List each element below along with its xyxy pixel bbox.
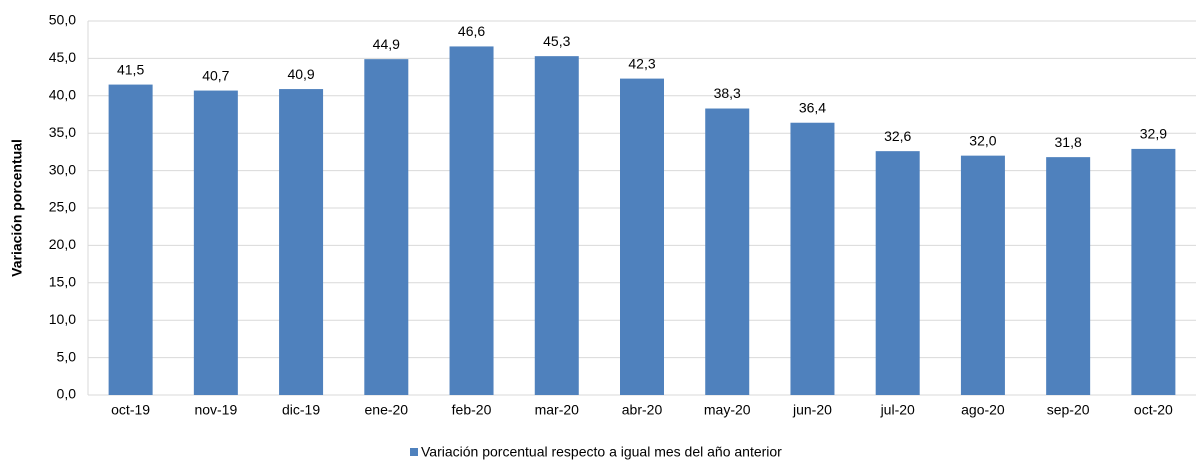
data-label: 41,5 — [117, 61, 144, 77]
y-tick-label: 50,0 — [49, 12, 76, 28]
bar — [705, 108, 750, 396]
y-tick-label: 40,0 — [49, 87, 76, 103]
data-label: 32,6 — [884, 128, 911, 144]
y-tick-label: 10,0 — [49, 311, 76, 327]
bar — [1046, 157, 1091, 395]
data-label: 32,9 — [1140, 126, 1167, 142]
data-label: 32,0 — [969, 132, 996, 148]
x-tick-label: feb-20 — [452, 402, 492, 418]
bar — [790, 122, 835, 395]
data-label: 40,9 — [287, 66, 314, 82]
bar — [960, 155, 1005, 395]
y-tick-label: 15,0 — [49, 274, 76, 290]
x-tick-label: jun-20 — [792, 402, 832, 418]
y-tick-label: 45,0 — [49, 49, 76, 65]
legend-label: Variación porcentual respecto a igual me… — [421, 444, 782, 460]
data-label: 42,3 — [628, 55, 655, 71]
y-tick-label: 35,0 — [49, 124, 76, 140]
bar — [620, 78, 664, 395]
x-tick-label: sep-20 — [1047, 402, 1090, 418]
x-tick-label: abr-20 — [622, 402, 663, 418]
y-axis-title: Variación porcentual — [9, 139, 25, 277]
x-tick-label: nov-19 — [194, 402, 237, 418]
y-tick-label: 30,0 — [49, 161, 76, 177]
x-tick-label: ene-20 — [365, 402, 409, 418]
bar — [279, 89, 324, 396]
bar — [193, 90, 238, 396]
data-label: 40,7 — [202, 67, 229, 83]
data-label: 45,3 — [543, 33, 570, 49]
data-label: 44,9 — [373, 36, 400, 52]
x-tick-label: may-20 — [704, 402, 751, 418]
y-tick-label: 0,0 — [57, 386, 77, 402]
bar — [449, 46, 494, 395]
x-tick-label: jul-20 — [880, 402, 915, 418]
x-tick-label: oct-20 — [1134, 402, 1173, 418]
data-label: 46,6 — [458, 23, 485, 39]
x-tick-label: mar-20 — [535, 402, 580, 418]
bar — [534, 56, 579, 395]
x-tick-label: ago-20 — [961, 402, 1005, 418]
y-tick-label: 5,0 — [57, 348, 77, 364]
bar — [1131, 148, 1176, 395]
legend-swatch — [410, 448, 418, 456]
data-label: 38,3 — [714, 85, 741, 101]
y-tick-label: 20,0 — [49, 236, 76, 252]
x-tick-label: dic-19 — [282, 402, 320, 418]
data-label: 31,8 — [1055, 134, 1082, 150]
y-tick-label: 25,0 — [49, 199, 76, 215]
data-label: 36,4 — [799, 99, 826, 115]
bar — [364, 59, 409, 395]
bar — [875, 151, 920, 395]
bar — [108, 84, 153, 395]
x-tick-label: oct-19 — [111, 402, 150, 418]
